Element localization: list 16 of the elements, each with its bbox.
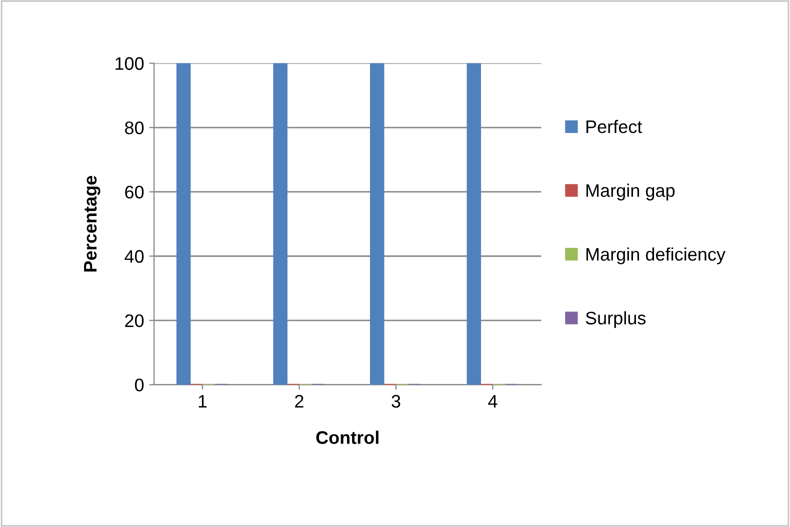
legend-label: Margin deficiency: [586, 247, 726, 264]
legend-label: Surplus: [586, 311, 646, 328]
y-tick-label: 100: [116, 57, 144, 70]
legend-label: Margin gap: [586, 184, 675, 201]
x-tick-label: 2: [295, 394, 304, 408]
y-tick-label: 20: [125, 314, 144, 328]
y-tick-label: 60: [125, 186, 144, 199]
x-tick-label: 1: [198, 395, 207, 408]
x-tick-label: 3: [392, 394, 400, 408]
legend-label: Perfect: [586, 120, 642, 134]
x-tick-label: 4: [488, 395, 498, 408]
y-axis-title: Percentage: [84, 176, 100, 272]
y-tick-label: 0: [134, 378, 144, 392]
y-tick-label: 40: [124, 250, 144, 263]
x-axis-title: Control: [316, 430, 378, 444]
y-tick-label: 80: [125, 121, 144, 134]
